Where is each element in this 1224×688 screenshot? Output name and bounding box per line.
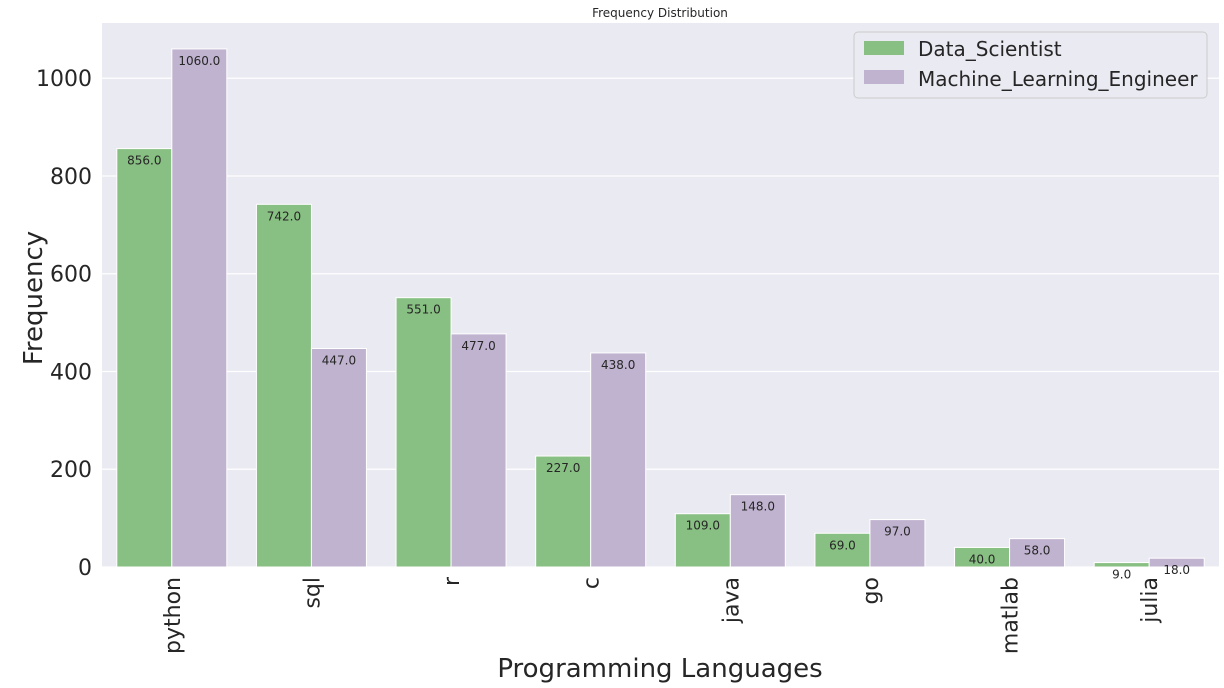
x-tick-label-sql: sql bbox=[300, 577, 325, 609]
bar-data-scientist-go bbox=[814, 532, 871, 568]
bar-machine-learning-engineer-matlab bbox=[1009, 538, 1066, 568]
data-labels: 856.0 1060.0 742.0 447.0 551.0 477.0 227.0 438.… bbox=[127, 54, 1190, 582]
bar-data-scientist-sql bbox=[255, 203, 312, 568]
data-label-machine-learning-engineer-r: 477.0 bbox=[461, 339, 495, 353]
x-tick-label-julia: julia bbox=[1138, 577, 1163, 624]
data-label-data-scientist-java: 109.0 bbox=[686, 519, 720, 533]
bars bbox=[116, 48, 1205, 568]
y-tick-label: 800 bbox=[50, 165, 92, 190]
data-label-machine-learning-engineer-matlab: 58.0 bbox=[1024, 544, 1051, 558]
data-label-machine-learning-engineer-c: 438.0 bbox=[601, 358, 635, 372]
data-label-machine-learning-engineer-java: 148.0 bbox=[741, 500, 775, 514]
x-tick-label-go: go bbox=[859, 577, 884, 604]
data-label-machine-learning-engineer-sql: 447.0 bbox=[322, 354, 356, 368]
bar-machine-learning-engineer-julia bbox=[1148, 557, 1205, 568]
y-tick-label: 400 bbox=[50, 360, 92, 385]
bar-machine-learning-engineer-sql bbox=[310, 348, 367, 568]
legend-swatch-machine-learning-engineer bbox=[864, 70, 904, 84]
x-tick-label-r: r bbox=[440, 576, 465, 586]
chart-title: Frequency Distribution bbox=[592, 6, 728, 20]
y-tick-label: 600 bbox=[50, 263, 92, 288]
data-label-data-scientist-r: 551.0 bbox=[406, 303, 440, 317]
data-label-machine-learning-engineer-julia: 18.0 bbox=[1163, 563, 1190, 577]
bar-data-scientist-r bbox=[395, 297, 452, 568]
bar-data-scientist-julia bbox=[1093, 562, 1150, 568]
bar-machine-learning-engineer-java bbox=[729, 494, 786, 568]
bar-machine-learning-engineer-c bbox=[590, 352, 647, 568]
data-label-data-scientist-sql: 742.0 bbox=[267, 209, 301, 223]
data-label-data-scientist-go: 69.0 bbox=[829, 538, 856, 552]
y-tick-label: 1000 bbox=[36, 67, 92, 92]
bar-machine-learning-engineer-python bbox=[171, 48, 228, 568]
bar-data-scientist-java bbox=[674, 513, 731, 568]
bar-data-scientist-c bbox=[535, 455, 592, 568]
data-label-data-scientist-python: 856.0 bbox=[127, 154, 161, 168]
legend-label-machine-learning-engineer: Machine_Learning_Engineer bbox=[918, 67, 1198, 91]
legend: Data_Scientist Machine_Learning_Engineer bbox=[853, 31, 1208, 99]
x-axis-label: Programming Languages bbox=[497, 654, 822, 684]
x-tick-label-java: java bbox=[719, 577, 744, 624]
data-label-data-scientist-matlab: 40.0 bbox=[969, 552, 996, 566]
y-tick-label: 200 bbox=[50, 458, 92, 483]
y-tick-label: 0 bbox=[78, 556, 92, 581]
x-tick-label-matlab: matlab bbox=[999, 577, 1024, 654]
x-tick-label-python: python bbox=[161, 577, 186, 654]
legend-frame bbox=[853, 31, 1208, 99]
x-axis-ticks: python sql r c java go matlab julia bbox=[161, 576, 1163, 654]
data-label-machine-learning-engineer-go: 97.0 bbox=[884, 525, 911, 539]
data-label-data-scientist-c: 227.0 bbox=[546, 461, 580, 475]
bar-machine-learning-engineer-go bbox=[869, 519, 926, 568]
data-label-data-scientist-julia: 9.0 bbox=[1112, 568, 1131, 582]
legend-swatch-data-scientist bbox=[864, 41, 904, 55]
data-label-machine-learning-engineer-python: 1060.0 bbox=[178, 54, 220, 68]
legend-label-data-scientist: Data_Scientist bbox=[918, 37, 1062, 61]
bar-data-scientist-python bbox=[116, 148, 173, 568]
bar-machine-learning-engineer-r bbox=[450, 333, 507, 568]
y-axis-ticks: 0 200 400 600 800 1000 bbox=[36, 67, 92, 581]
y-axis-label: Frequency bbox=[19, 231, 49, 365]
x-tick-label-c: c bbox=[580, 577, 605, 589]
